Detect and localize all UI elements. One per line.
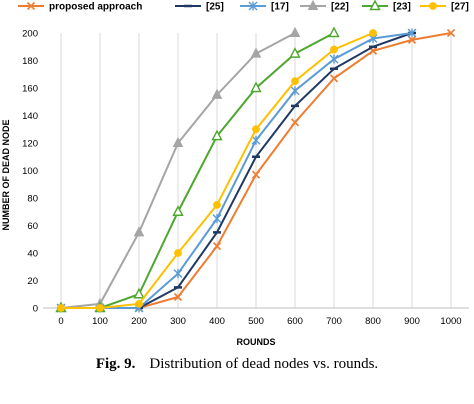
marker-stroke xyxy=(173,292,183,302)
legend-item: proposed approach xyxy=(18,2,142,13)
data-point-marker xyxy=(290,118,300,127)
data-point-marker xyxy=(133,287,145,299)
legend-item: [25] xyxy=(175,2,224,13)
data-point-marker xyxy=(307,0,319,10)
legend-label: [27] xyxy=(451,2,469,13)
marker-stroke xyxy=(368,46,378,55)
y-tick-label: 60 xyxy=(27,221,38,232)
data-point-marker xyxy=(26,1,36,11)
data-point-marker xyxy=(212,242,222,251)
data-point-marker xyxy=(212,214,222,224)
x-tick-label: 500 xyxy=(248,316,264,327)
data-point-marker xyxy=(213,200,221,209)
chart-series xyxy=(55,26,456,313)
legend-item: [22] xyxy=(300,0,349,13)
y-tick-label: 0 xyxy=(33,304,38,315)
dead-nodes-chart: proposed approach [25] [17] [22] [23] [27] 0 1… xyxy=(1,0,469,347)
legend-label: [25] xyxy=(206,2,224,13)
legend-item: [23] xyxy=(362,0,411,13)
series-line xyxy=(61,32,335,309)
marker-stroke xyxy=(446,28,456,38)
data-point-marker xyxy=(251,170,261,179)
data-point-marker xyxy=(250,81,262,93)
y-tick-label: 180 xyxy=(22,56,38,67)
data-point-marker xyxy=(173,292,183,302)
marker-stroke xyxy=(212,242,222,251)
marker-stroke xyxy=(26,1,36,11)
data-point-marker xyxy=(289,47,301,58)
series-23 xyxy=(55,26,340,313)
marker-stroke xyxy=(329,74,339,83)
data-point-marker xyxy=(446,28,456,38)
x-tick-label: 400 xyxy=(209,316,225,327)
x-tick-label: 800 xyxy=(365,316,381,327)
marker-stroke xyxy=(251,170,261,179)
y-tick-label: 40 xyxy=(27,249,38,260)
data-point-marker xyxy=(174,249,182,257)
y-tick-label: 20 xyxy=(27,276,38,287)
x-tick-label: 900 xyxy=(404,316,420,327)
x-tick-label: 600 xyxy=(287,316,303,327)
legend-label: [23] xyxy=(393,2,411,13)
x-tick-label: 700 xyxy=(326,316,342,327)
x-axis-title: ROUNDS xyxy=(236,337,275,347)
y-tick-label: 100 xyxy=(22,166,38,177)
y-tick-label: 200 xyxy=(22,29,38,40)
y-tick-label: 80 xyxy=(27,194,38,205)
series-line xyxy=(61,32,413,309)
figure-caption-text: Distribution of dead nodes vs. rounds. xyxy=(149,356,379,372)
legend-label: proposed approach xyxy=(49,2,142,13)
x-tick-label: 0 xyxy=(58,316,63,327)
data-point-marker xyxy=(329,54,339,64)
chart-axes: 0 100 200 300 400 500 600 700 800 900 1000 0 20 40 60 8… xyxy=(22,29,469,327)
y-tick-label: 140 xyxy=(22,111,38,122)
data-point-marker xyxy=(96,304,104,312)
data-point-marker xyxy=(248,1,258,11)
series-27 xyxy=(57,29,377,312)
data-point-marker xyxy=(133,226,145,237)
figure-caption-label: Fig. 9. xyxy=(95,356,136,372)
legend-item: [17] xyxy=(240,1,289,13)
legend-item: [27] xyxy=(420,2,469,13)
y-axis-title: NUMBER OF DEAD NODE xyxy=(1,119,11,230)
data-point-marker xyxy=(289,26,301,37)
y-tick-label: 160 xyxy=(22,84,38,95)
data-point-marker xyxy=(57,304,65,312)
legend-label: [22] xyxy=(331,2,349,13)
y-tick-label: 120 xyxy=(22,139,38,150)
marker-stroke xyxy=(407,35,417,44)
figure-caption: Fig. 9. Distribution of dead nodes vs. ro… xyxy=(0,356,474,373)
legend-label: [17] xyxy=(271,2,289,13)
data-point-marker xyxy=(135,299,143,308)
data-point-marker xyxy=(251,135,261,145)
x-tick-label: 300 xyxy=(170,316,186,327)
data-point-marker xyxy=(407,28,417,38)
data-point-marker xyxy=(369,0,381,11)
data-point-marker xyxy=(429,2,437,10)
data-point-marker xyxy=(407,35,417,44)
data-point-marker xyxy=(369,29,377,37)
data-point-marker xyxy=(211,88,223,99)
data-point-marker xyxy=(290,86,300,96)
data-point-marker xyxy=(250,47,262,58)
marker-stroke xyxy=(290,118,300,127)
data-point-marker xyxy=(330,45,338,54)
data-point-marker xyxy=(172,205,184,216)
data-point-marker xyxy=(291,77,299,86)
series-17 xyxy=(56,28,417,313)
data-point-marker xyxy=(173,269,183,279)
chart-legend: proposed approach [25] [17] [22] [23] [27] xyxy=(18,0,469,13)
data-point-marker xyxy=(252,125,260,134)
x-tick-label: 200 xyxy=(131,316,147,327)
data-point-marker xyxy=(172,136,184,147)
data-point-marker xyxy=(328,26,340,38)
data-point-marker xyxy=(211,129,223,141)
x-tick-label: 100 xyxy=(92,316,108,327)
data-point-marker xyxy=(329,74,339,83)
x-tick-label: 1000 xyxy=(440,316,461,327)
